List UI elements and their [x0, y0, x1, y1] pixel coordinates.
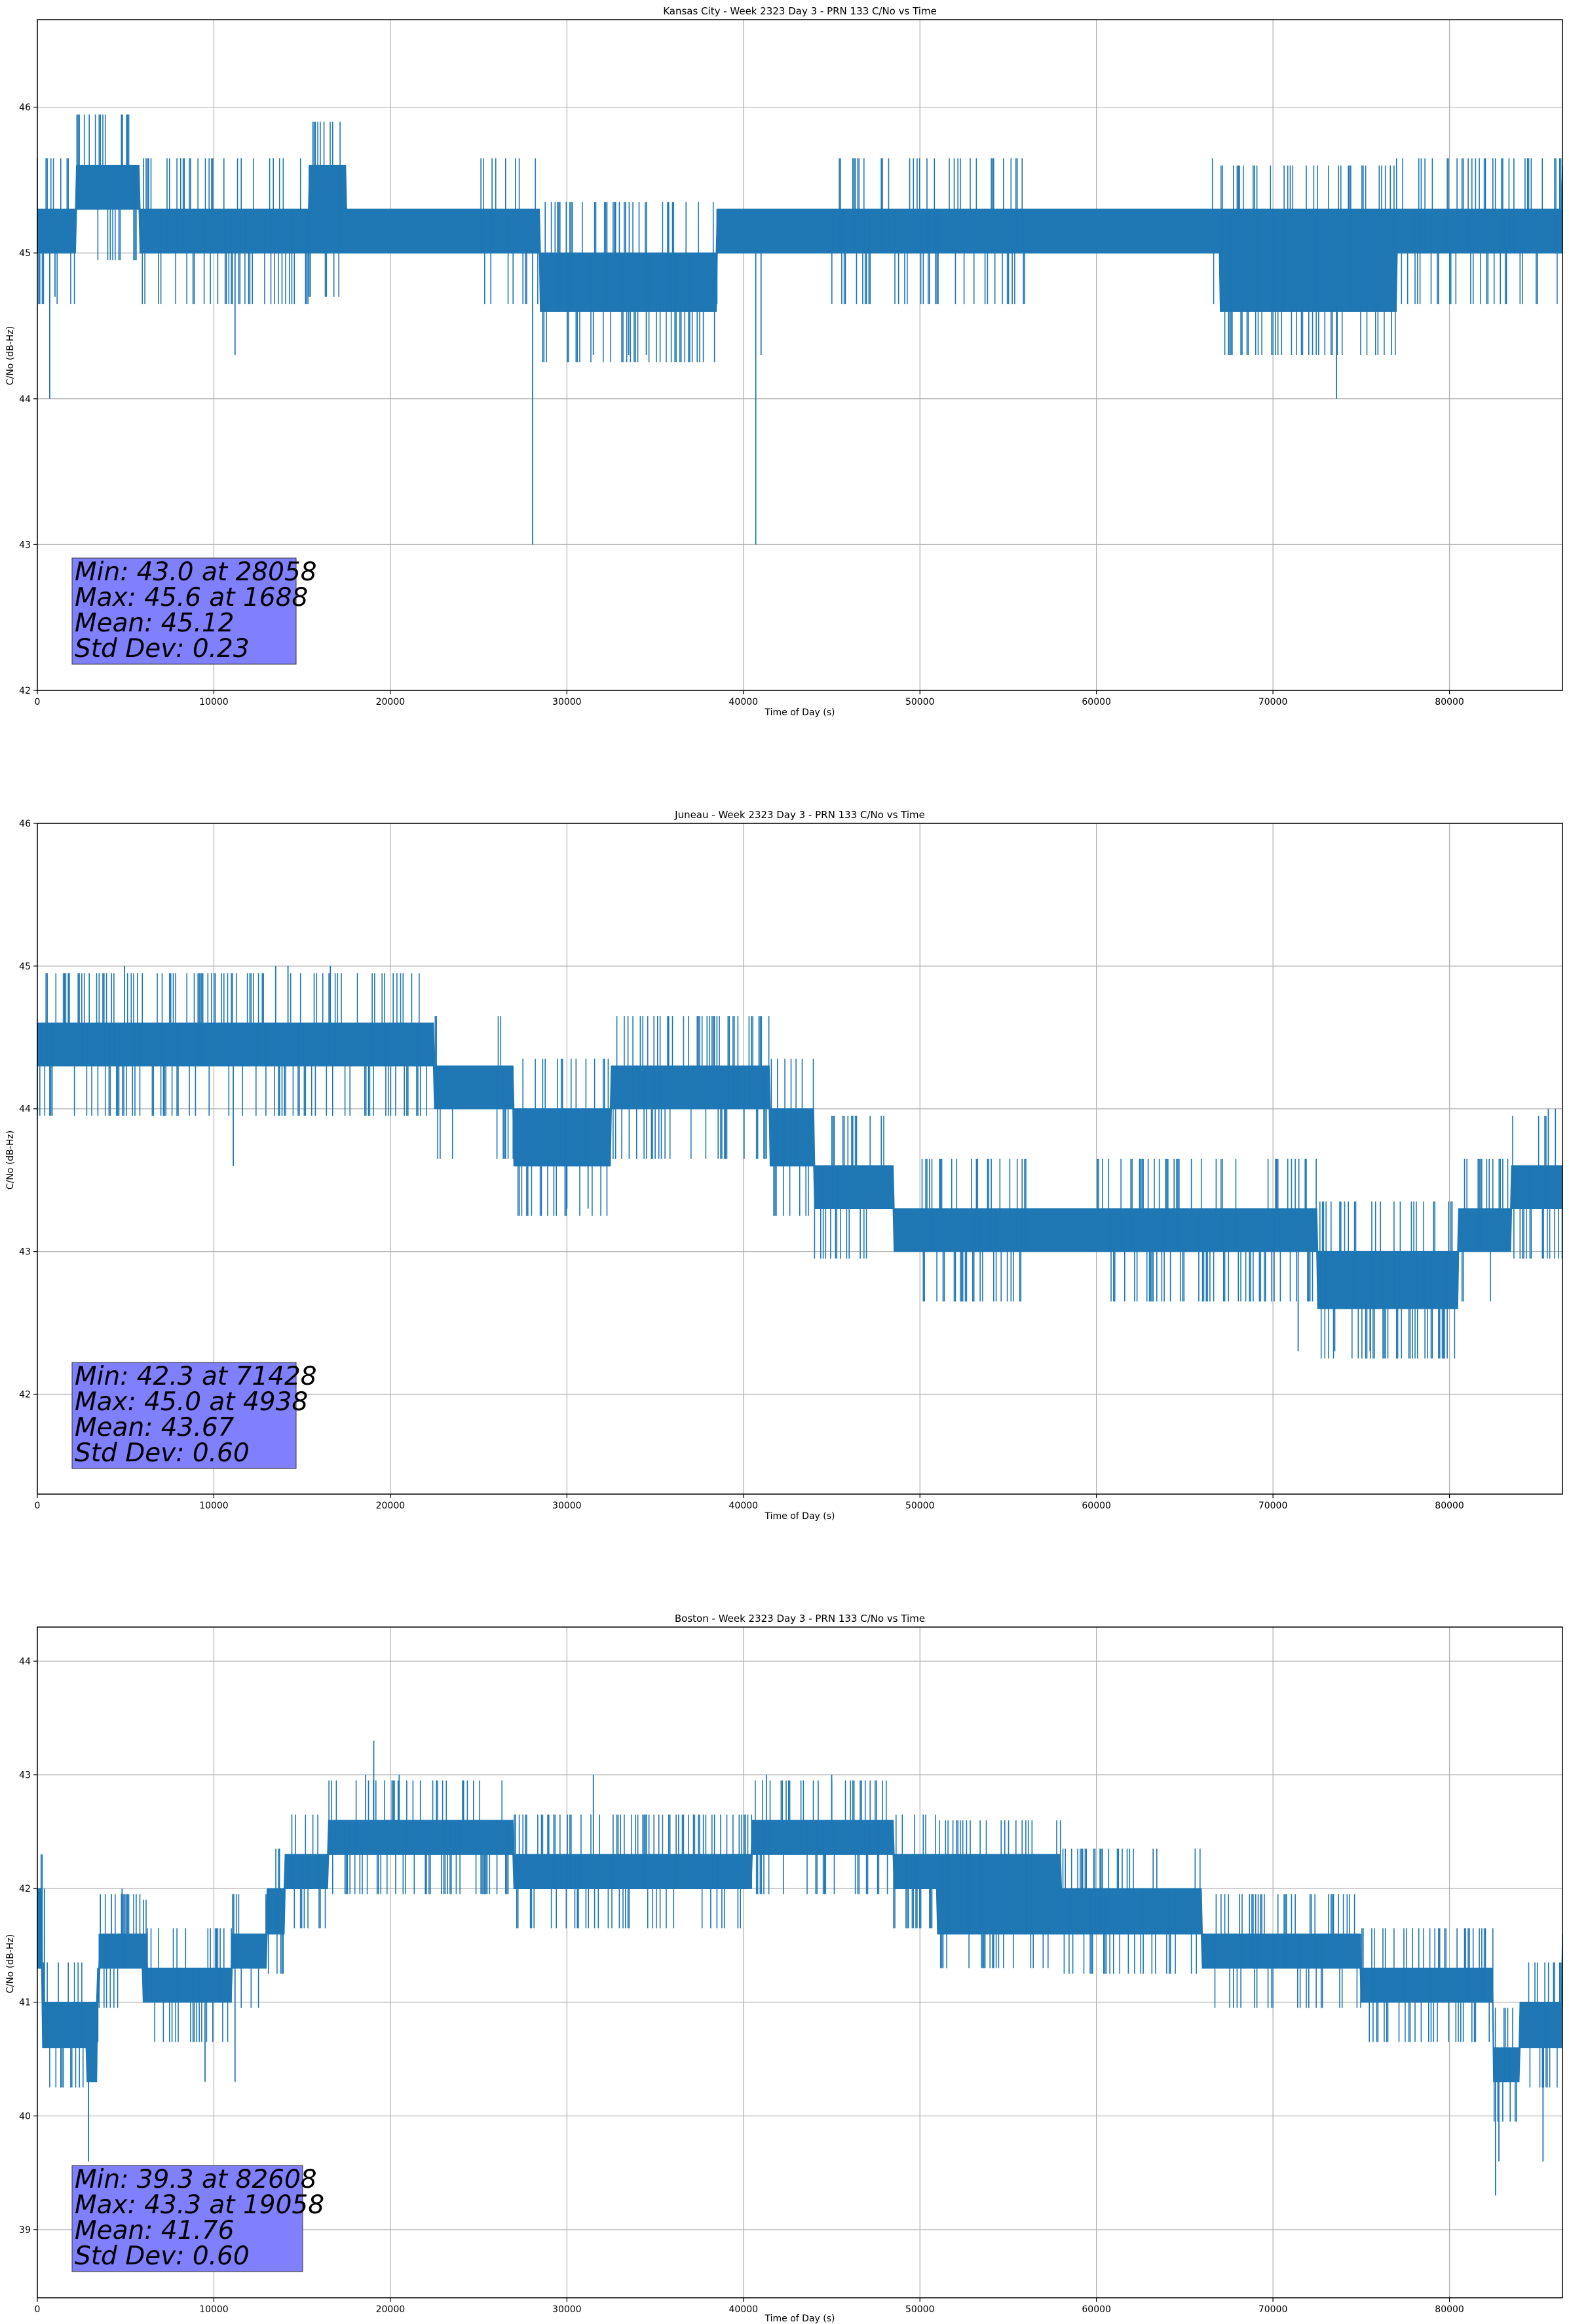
- stats-mean: Mean: 45.12: [75, 609, 234, 638]
- plot-frame: [37, 1626, 1563, 2298]
- chart-title: Kansas City - Week 2323 Day 3 - PRN 133 …: [663, 5, 937, 17]
- x-tick-label: 70000: [1258, 2304, 1288, 2315]
- chart-panel-juneau: Juneau - Week 2323 Day 3 - PRN 133 C/No …: [5, 809, 1563, 1522]
- x-tick-label: 40000: [729, 697, 759, 707]
- x-tick-label: 0: [35, 697, 41, 707]
- y-tick-label: 42: [19, 686, 31, 696]
- y-tick-label: 44: [19, 1657, 31, 1667]
- x-tick-label: 80000: [1435, 697, 1464, 707]
- stats-box-background: [71, 557, 297, 665]
- ticks: 0 10000 20000 30000 40000 50000 60000 70000 8000…: [19, 103, 1464, 707]
- y-tick-label: 43: [19, 1247, 31, 1258]
- stats-std: Std Dev: 0.60: [75, 1438, 250, 1468]
- y-tick-label: 45: [19, 248, 31, 259]
- stats-std: Std Dev: 0.60: [75, 2241, 250, 2271]
- y-tick-label: 41: [19, 1998, 31, 2008]
- y-tick-label: 45: [19, 962, 31, 972]
- y-axis-label: C/No (dB-Hz): [5, 326, 16, 385]
- y-tick-label: 44: [19, 394, 31, 405]
- x-tick-label: 20000: [376, 697, 406, 707]
- signal-jitter: [40, 1780, 1562, 2122]
- x-tick-label: 10000: [199, 2304, 229, 2315]
- plot-frame: [37, 19, 1563, 691]
- stats-min: Min: 39.3 at 82608: [75, 2165, 317, 2194]
- data-series: [37, 1740, 1563, 2196]
- x-tick-label: 20000: [376, 1501, 406, 1511]
- stats-box-background: [71, 1362, 297, 1469]
- x-tick-label: 10000: [199, 697, 229, 707]
- stats-box: Min: 43.0 at 28058 Max: 45.6 at 1688 Mea…: [71, 557, 317, 665]
- stats-mean: Mean: 43.67: [75, 1413, 235, 1442]
- x-tick-label: 60000: [1082, 2304, 1111, 2315]
- x-tick-label: 20000: [376, 2304, 406, 2315]
- y-tick-label: 43: [19, 1771, 31, 1781]
- x-tick-label: 50000: [905, 1501, 935, 1511]
- x-tick-label: 80000: [1435, 2304, 1464, 2315]
- x-tick-label: 0: [35, 2304, 41, 2315]
- stats-box: Min: 42.3 at 71428 Max: 45.0 at 4938 Mea…: [71, 1362, 317, 1469]
- y-tick-label: 43: [19, 540, 31, 550]
- stats-min: Min: 43.0 at 28058: [75, 557, 317, 587]
- stats-max: Max: 45.0 at 4938: [75, 1387, 308, 1417]
- x-tick-label: 10000: [199, 1501, 229, 1511]
- data-series: [37, 114, 1563, 545]
- y-tick-label: 39: [19, 2225, 31, 2236]
- y-tick-label: 42: [19, 1389, 31, 1400]
- y-tick-label: 44: [19, 1104, 31, 1115]
- x-tick-label: 30000: [552, 2304, 582, 2315]
- y-tick-label: 46: [19, 103, 31, 113]
- stats-box: Min: 39.3 at 82608 Max: 43.3 at 19058 Me…: [71, 2165, 324, 2272]
- x-axis-label: Time of Day (s): [765, 707, 835, 718]
- ticks: 0 10000 20000 30000 40000 50000 60000 70000 8000…: [19, 819, 1464, 1511]
- x-tick-label: 70000: [1258, 697, 1288, 707]
- plot-frame: [37, 823, 1563, 1495]
- stats-max: Max: 43.3 at 19058: [75, 2190, 324, 2220]
- y-tick-label: 46: [19, 819, 31, 829]
- chart-title: Boston - Week 2323 Day 3 - PRN 133 C/No …: [675, 1613, 925, 1624]
- stats-mean: Mean: 41.76: [75, 2216, 234, 2245]
- x-tick-label: 60000: [1082, 1501, 1111, 1511]
- stats-box-background: [71, 2165, 303, 2272]
- x-tick-label: 70000: [1258, 1501, 1288, 1511]
- stats-max: Max: 45.6 at 1688: [75, 583, 308, 612]
- stats-std: Std Dev: 0.23: [75, 634, 250, 664]
- x-axis-label: Time of Day (s): [765, 2314, 835, 2324]
- x-tick-label: 0: [35, 1501, 41, 1511]
- y-axis-label: C/No (dB-Hz): [5, 1131, 16, 1190]
- x-tick-label: 60000: [1082, 697, 1111, 707]
- y-axis-label: C/No (dB-Hz): [5, 1934, 16, 1993]
- x-tick-label: 30000: [552, 1501, 582, 1511]
- y-tick-label: 42: [19, 1884, 31, 1894]
- ticks: 0 10000 20000 30000 40000 50000 60000 70000 8000…: [19, 1657, 1464, 2315]
- x-tick-label: 50000: [905, 2304, 935, 2315]
- x-tick-label: 50000: [905, 697, 935, 707]
- x-tick-label: 80000: [1435, 1501, 1464, 1511]
- chart-title: Juneau - Week 2323 Day 3 - PRN 133 C/No …: [674, 809, 925, 821]
- stats-min: Min: 42.3 at 71428: [75, 1362, 317, 1391]
- x-axis-label: Time of Day (s): [765, 1511, 835, 1522]
- x-tick-label: 40000: [729, 2304, 759, 2315]
- chart-panel-boston: Boston - Week 2323 Day 3 - PRN 133 C/No …: [5, 1613, 1563, 2324]
- y-tick-label: 40: [19, 2111, 31, 2122]
- x-tick-label: 40000: [729, 1501, 759, 1511]
- x-tick-label: 30000: [552, 697, 582, 707]
- chart-panel-kansas-city: Kansas City - Week 2323 Day 3 - PRN 133 …: [5, 5, 1563, 718]
